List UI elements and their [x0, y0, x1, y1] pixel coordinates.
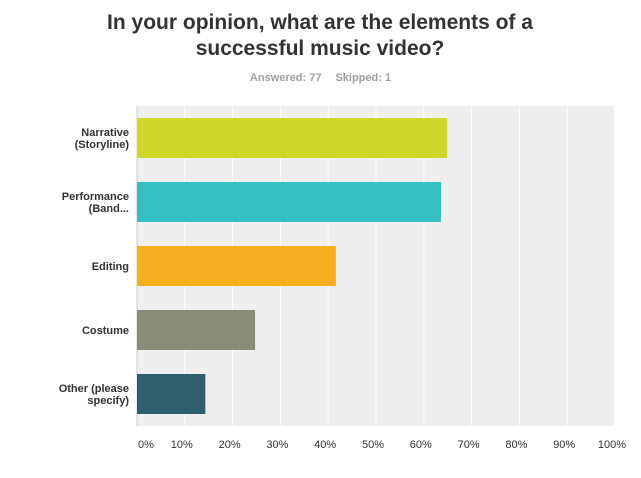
x-tick-label: 10%: [171, 439, 193, 451]
x-tick-label: 30%: [266, 439, 288, 451]
category-label: Narrative: [81, 127, 129, 139]
category-label: Editing: [92, 261, 129, 273]
category-label: Performance: [62, 191, 129, 203]
bars: [137, 118, 448, 414]
answered-count: Answered: 77: [249, 72, 322, 84]
x-tick-label: 20%: [219, 439, 241, 451]
bar[interactable]: [137, 118, 448, 158]
title-line-1: In your opinion, what are the elements o…: [107, 11, 533, 34]
response-stats: Answered: 77 Skipped: 1: [0, 72, 641, 84]
bar[interactable]: [137, 182, 442, 222]
x-tick-label: 100%: [598, 439, 626, 451]
x-tick-label: 90%: [553, 439, 575, 451]
category-label: (Storyline): [75, 139, 130, 151]
x-tick-label: 70%: [458, 439, 480, 451]
skipped-count: Skipped: 1: [335, 72, 392, 84]
tick-labels: 0% 10% 20% 30% 40% 50% 60% 70% 80% 90% 100%: [138, 439, 626, 451]
x-tick-label: 40%: [314, 439, 336, 451]
x-tick-label: 60%: [410, 439, 432, 451]
chart-title: In your opinion, what are the elements o…: [60, 10, 580, 62]
bar[interactable]: [137, 310, 256, 350]
bar[interactable]: [137, 374, 206, 414]
x-tick-label: 80%: [505, 439, 527, 451]
x-tick-label: 0%: [138, 439, 154, 451]
category-label: Other (please: [59, 383, 129, 395]
category-label: Costume: [82, 325, 129, 337]
x-tick-label: 50%: [362, 439, 384, 451]
category-label: specify): [87, 395, 129, 407]
bar[interactable]: [137, 246, 336, 286]
title-line-2: successful music video?: [195, 37, 445, 60]
category-labels: Narrative(Storyline) Performance(Band... E…: [59, 127, 130, 407]
category-label: (Band...: [89, 203, 129, 215]
